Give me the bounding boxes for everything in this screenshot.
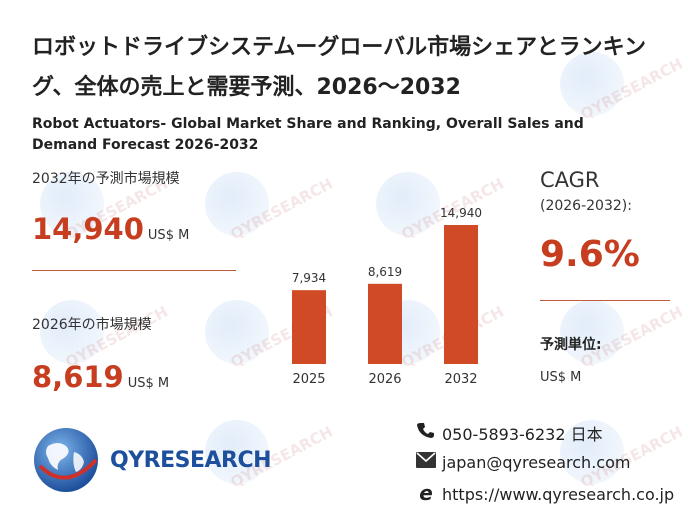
qyresearch-logo: QYRESEARCH	[26, 418, 272, 508]
category-label-2025: 2025	[292, 372, 325, 387]
current-value-number: 8,619	[32, 360, 124, 394]
category-label-2026: 2026	[368, 372, 401, 387]
forecast-value-number: 14,940	[32, 212, 144, 246]
bar-2026	[368, 283, 402, 364]
forecast-value-unit: US$ M	[147, 228, 190, 243]
forecast-market-size-label: 2032年の予測市場規模	[32, 171, 180, 187]
left-divider	[32, 270, 236, 271]
market-size-bar-chart: 7,934 2025 8,619 2026 14,940 2032	[292, 206, 482, 387]
current-market-size-value: 8,619 US$ M	[32, 360, 169, 394]
data-label-2032: 14,940	[440, 206, 482, 220]
contact-phone: 050-5893-6232 日本	[416, 422, 603, 444]
forecast-unit-value: US$ M	[540, 370, 582, 385]
cagr-title: CAGR	[540, 168, 600, 192]
cagr-period: (2026-2032):	[540, 198, 632, 214]
data-label-2026: 8,619	[368, 265, 402, 279]
current-value-unit: US$ M	[127, 376, 170, 391]
current-market-size-label: 2026年の市場規模	[32, 317, 152, 333]
page-subtitle-english: Robot Actuators- Global Market Share and…	[32, 116, 584, 153]
contact-website: e https://www.qyresearch.co.jp	[416, 482, 674, 504]
forecast-unit-label: 予測単位:	[540, 337, 602, 353]
phone-icon	[416, 422, 436, 446]
email-text[interactable]: japan@qyresearch.com	[442, 453, 631, 472]
contact-email: japan@qyresearch.com	[416, 452, 630, 474]
page-title-japanese: ロボットドライブシステムーグローバル市場シェアとランキング、全体の売上と需要予測…	[32, 35, 647, 100]
category-label-2032: 2032	[444, 372, 477, 387]
envelope-icon	[416, 452, 436, 474]
phone-text: 050-5893-6232 日本	[442, 425, 603, 444]
website-text[interactable]: https://www.qyresearch.co.jp	[442, 485, 675, 504]
right-divider	[540, 300, 670, 301]
bar-2032	[444, 225, 478, 364]
cagr-value: 9.6%	[540, 234, 640, 275]
data-label-2025: 7,934	[292, 271, 326, 285]
browser-e-icon: e	[419, 481, 433, 505]
globe-icon	[34, 428, 98, 492]
bar-2025	[292, 290, 326, 364]
logo-wordmark: QYRESEARCH	[110, 448, 272, 473]
forecast-market-size-value: 14,940 US$ M	[32, 212, 189, 246]
